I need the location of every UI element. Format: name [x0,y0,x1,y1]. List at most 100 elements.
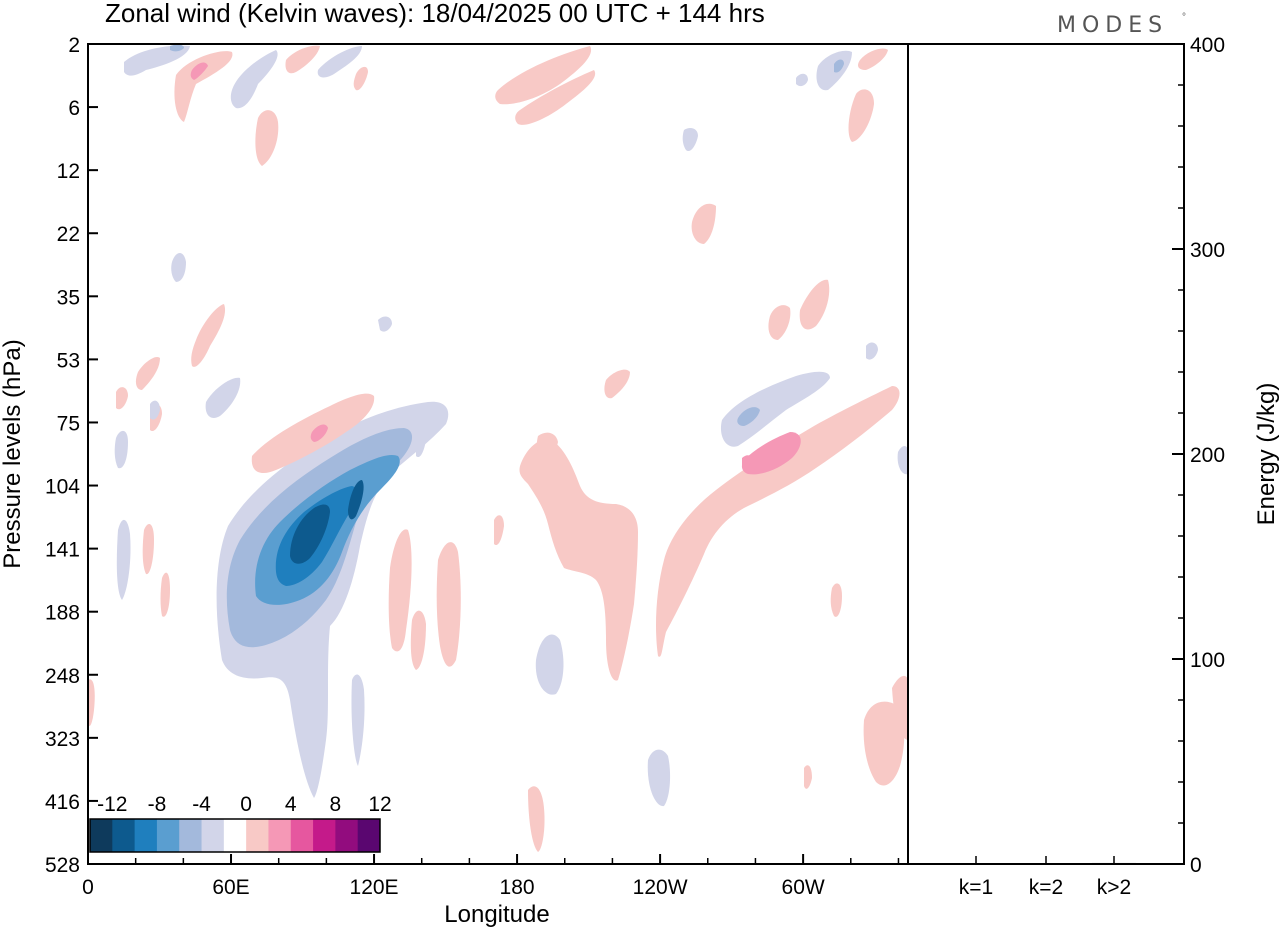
contour-pos-v [88,679,95,726]
contour-pos-c [255,110,279,166]
contour-pos-ab [804,765,812,789]
logo-mark: ° [1182,12,1186,23]
colorbar-label: 8 [330,793,342,816]
contour-neg-ad [535,634,564,695]
x-tick-label: 120E [350,876,399,899]
contour-pos-mid-blob [536,432,558,457]
contour-neg-j [866,342,878,360]
contour-pos-east-l2b [742,455,752,467]
colorbar-label: 12 [368,793,391,816]
contour-pos-h [858,48,888,70]
energy-tick-label: 200 [1190,444,1225,467]
colorbar-swatch [223,819,247,852]
y-tick-label: 528 [45,854,80,877]
y-axis-ticks: 2 6 12 22 35 53 75 104 141 188 248 323 416 528 [45,34,98,877]
contour-neg-main-l5 [290,504,330,564]
y-tick-label: 75 [57,412,80,435]
y-tick-label: 104 [45,476,80,499]
contour-pos-n [799,279,830,330]
colorbar-swatch [357,819,381,852]
contour-pos-z [892,675,908,740]
colorbar-swatch [246,819,269,852]
colorbar-swatch [268,819,292,852]
contour-neg-side-c [150,400,160,420]
contour-pos-a-core [190,62,208,80]
contour-neg-main-tail2 [416,429,426,458]
contour-neg-ae [647,749,671,807]
y-tick-label: 323 [45,728,80,751]
y-tick-label: 53 [57,349,80,372]
colorbar-swatch [134,819,158,852]
contour-pos-u [160,572,170,617]
contour-pos-d [353,66,368,91]
contour-neg-g [171,253,186,282]
contour-neg-h [205,377,241,419]
contour-neg-main-tail [351,674,365,766]
contour-neg-c [317,46,362,78]
x-tick-label: 60E [212,876,249,899]
energy-axis-ticks: 0 100 200 300 400 [1172,34,1225,877]
colorbar-label: -4 [192,793,211,816]
contour-pos-g [848,89,874,142]
contour-neg-ac [897,446,908,475]
contour-pos-f [515,70,596,125]
colorbar-swatch [179,819,203,852]
x-axis-ticks: 0 60E 120E 180 120W 60W [82,854,900,899]
contour-neg-east-core [737,407,760,426]
modes-logo: MODES ° [1057,12,1186,38]
contour-neg-b [230,50,278,109]
energy-tick-label: 400 [1190,34,1225,57]
energy-bars: k=1 k=2 k>2 [954,856,1136,899]
contour-neg-side-a [116,519,131,600]
y-tick-label: 12 [57,160,80,183]
chart-title: Zonal wind (Kelvin waves): 18/04/2025 00… [105,0,765,28]
contour-pos-upper-core [310,424,328,442]
contour-neg-e [796,73,808,87]
contour-neg-d-core [834,59,844,73]
contour-pos-i [691,203,716,244]
contour-neg-east [720,371,830,447]
contour-pos-x [528,786,545,852]
colorbar-swatch [290,819,314,852]
y-tick-label: 35 [57,286,80,309]
energy-plot-frame [907,43,1185,865]
colorbar-swatch [201,819,225,852]
energy-category-label: k=1 [959,876,993,899]
y-axis-label: Pressure levels (hPa) [0,339,26,568]
y-tick-label: 188 [45,602,80,625]
x-axis-label: Longitude [444,901,549,928]
contour-pos-east-band [656,386,900,657]
colorbar-swatch [156,819,180,852]
contour-pos-o [604,369,630,399]
contour-field [88,44,908,864]
colorbar-label: -8 [148,793,167,816]
contour-pos-l [116,387,128,410]
contour-pos-w [494,515,504,546]
contour-pos-aa [830,583,842,617]
y-tick-label: 2 [68,34,80,57]
colorbar-label: 0 [240,793,252,816]
energy-category-label: k>2 [1097,876,1131,899]
colorbar-legend: -12 -8 -4 0 4 8 12 [89,793,392,853]
contour-pos-a [174,51,233,122]
x-tick-label: 120W [633,876,688,899]
x-tick-label: 180 [500,876,535,899]
contour-pos-k [135,356,160,390]
contour-neg-i [378,316,392,332]
contour-neg-f [682,128,698,152]
logo-text: MODES [1057,13,1168,38]
energy-category-label: k=2 [1029,876,1063,899]
colorbar-label: -12 [97,793,127,816]
contour-pos-r [436,542,461,667]
colorbar-swatch [335,819,359,852]
contour-neg-side-b [114,430,128,469]
energy-tick-label: 300 [1190,239,1225,262]
colorbar-swatch [90,819,113,852]
energy-tick-label: 100 [1190,649,1225,672]
x-tick-label: 60W [782,876,825,899]
contour-neg-a [124,45,190,76]
colorbar-swatch [313,819,336,852]
y-tick-label: 248 [45,665,80,688]
colorbar-swatch [112,819,136,852]
